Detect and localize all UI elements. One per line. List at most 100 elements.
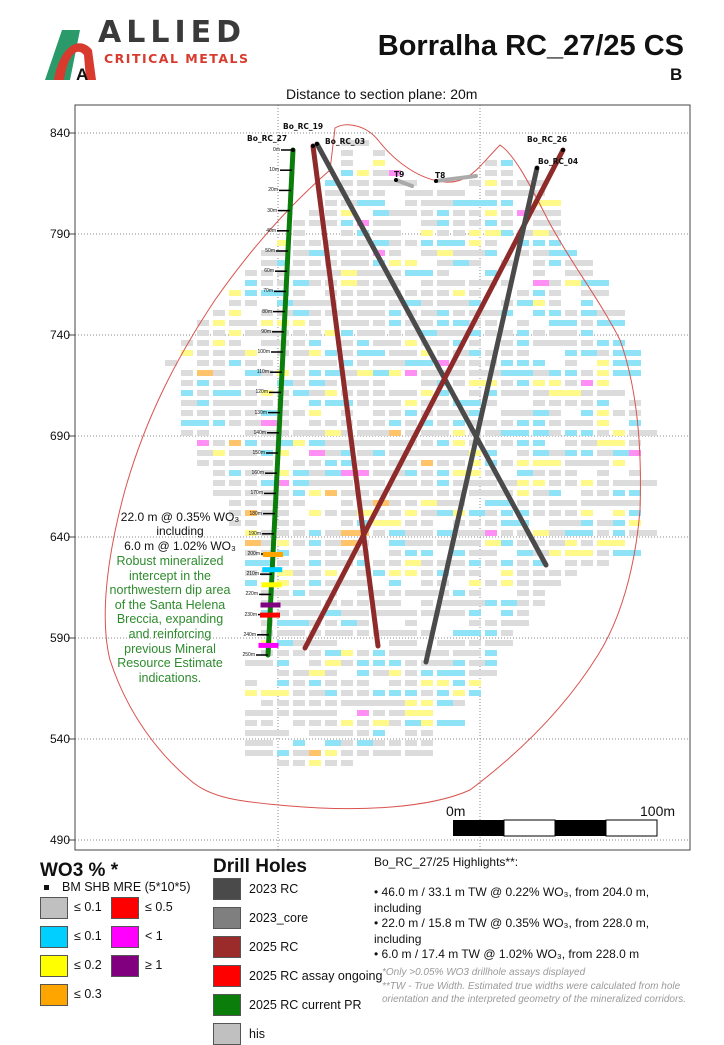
block-cell: [341, 620, 369, 626]
block-cell: [341, 340, 353, 346]
block-cell: [533, 440, 545, 446]
block-cell: [501, 340, 513, 346]
block-cell: [293, 360, 305, 366]
highlight-line: • 6.0 m / 17.4 m TW @ 1.02% WO₃, from 22…: [374, 947, 640, 961]
block-cell: [309, 440, 337, 446]
block-cell: [533, 410, 561, 416]
block-cell: [229, 490, 241, 496]
block-cell: [277, 240, 289, 246]
block-cell: [373, 510, 385, 516]
block-cell: [293, 720, 305, 726]
block-cell: [437, 310, 449, 316]
block-cell: [421, 440, 433, 446]
block-cell: [341, 630, 353, 636]
block-cell: [261, 500, 273, 506]
block-cell: [533, 490, 561, 496]
block-cell: [421, 570, 433, 576]
block-cell: [469, 250, 497, 256]
block-cell: [181, 390, 193, 396]
block-cell: [373, 470, 401, 476]
block-cell: [453, 680, 465, 686]
block-cell: [517, 610, 529, 616]
block-cell: [389, 670, 401, 676]
depth-label: 120m: [255, 389, 268, 396]
depth-label: 250m: [242, 652, 255, 658]
drill-hole-trace[interactable]: [314, 141, 549, 568]
block-cell: [437, 320, 449, 326]
block-cell: [293, 300, 321, 306]
block-cell: [341, 210, 353, 216]
grid: [68, 105, 690, 850]
block-cell: [533, 200, 561, 206]
block-cell: [229, 310, 241, 316]
block-cell: [357, 730, 369, 736]
drill-hole-trace[interactable]: [310, 143, 381, 649]
depth-label: 0m: [273, 147, 280, 153]
block-cell: [325, 550, 337, 556]
block-cell: [421, 380, 449, 386]
block-cell: [565, 380, 577, 386]
block-cell: [597, 520, 625, 526]
block-cell: [373, 360, 401, 366]
block-cell: [453, 280, 465, 286]
block-cell: [341, 760, 353, 766]
block-cell: [165, 360, 177, 366]
block-cell: [533, 480, 545, 486]
depth-label: 90m: [261, 328, 271, 335]
block-cell: [373, 190, 385, 196]
block-cell: [309, 750, 321, 756]
block-cell: [469, 240, 481, 246]
block-cell: [357, 220, 369, 226]
block-cell: [581, 280, 609, 286]
block-cell: [245, 380, 257, 386]
intercept-line-3: 6.0 m @ 1.02% WO₃: [124, 539, 236, 553]
block-cell: [277, 300, 305, 306]
block-cell: [373, 450, 385, 456]
wo3-legend-label: ≤ 0.1: [74, 900, 102, 914]
block-cell: [565, 500, 577, 506]
block-cell: [517, 430, 529, 436]
drill-hole-legend-label: 2025 RC current PR: [249, 998, 362, 1012]
block-cell: [309, 600, 321, 606]
block-cell: [469, 310, 497, 316]
wo3-legend-label: ≤ 0.3: [74, 987, 102, 1001]
block-cell: [325, 440, 353, 446]
block-cell: [581, 330, 593, 336]
block-cell: [533, 600, 545, 606]
highlight-line: • 46.0 m / 33.1 m TW @ 0.22% WO₃, from 2…: [374, 885, 650, 899]
block-cell: [405, 450, 433, 456]
block-cell: [437, 690, 449, 696]
block-cell: [485, 320, 497, 326]
block-cell: [405, 290, 417, 296]
block-cell: [389, 590, 401, 596]
block-cell: [437, 640, 465, 646]
block-cell: [293, 340, 305, 346]
block-cell: [293, 640, 305, 646]
block-cell: [229, 320, 257, 326]
block-cell: [469, 610, 481, 616]
block-cell: [373, 530, 385, 536]
block-cell: [549, 240, 561, 246]
block-cell: [533, 380, 545, 386]
note-assays: *Only >0.05% WO3 drillhole assays displa…: [382, 967, 586, 978]
block-cell: [405, 640, 417, 646]
drill-hole-trace[interactable]: [423, 165, 540, 665]
block-cell: [565, 310, 577, 316]
block-cell: [517, 230, 545, 236]
block-cell: [565, 350, 577, 356]
block-cell: [341, 550, 353, 556]
block-cell: [501, 570, 513, 576]
block-cell: [485, 470, 497, 476]
drill-hole-trace[interactable]: [394, 178, 414, 188]
block-cell: [309, 250, 337, 256]
block-cell: [597, 390, 625, 396]
depth-label: 130m: [254, 409, 267, 416]
block-cell: [453, 650, 481, 656]
block-cell: [309, 340, 321, 346]
block-cell: [325, 380, 337, 386]
drill-hole-trace[interactable]: [434, 174, 478, 183]
block-cell: [325, 200, 337, 206]
block-cell: [389, 640, 417, 646]
depth-label: 60m: [264, 268, 274, 275]
block-cell: [501, 180, 513, 186]
